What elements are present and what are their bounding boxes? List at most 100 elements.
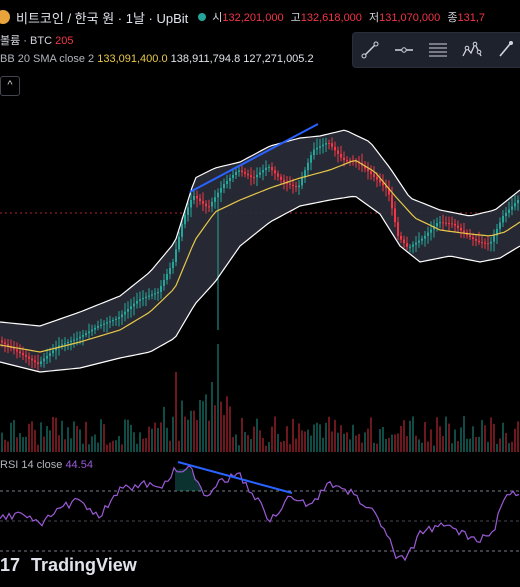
symbol-header: 비트코인 / 한국 원 · 1날 · UpBit 시132,201,000 고1…: [0, 6, 485, 28]
volume-bar: [46, 426, 48, 452]
pattern-icon: [462, 41, 482, 57]
volume-bar: [307, 429, 309, 452]
rsi-divergence-trendline[interactable]: [177, 461, 293, 494]
candle-body: [439, 222, 441, 224]
candle-body: [496, 228, 498, 236]
volume-bar: [451, 443, 453, 452]
candle-body: [46, 355, 48, 359]
price-divergence-trendline[interactable]: [189, 123, 319, 193]
volume-bar: [7, 441, 9, 452]
volume-legend[interactable]: 볼륨 · BTC 205: [0, 32, 73, 48]
candle-body: [325, 143, 327, 145]
high-value: 132,618,000: [300, 12, 362, 24]
volume-bar: [457, 441, 459, 452]
volume-bar: [34, 429, 36, 452]
volume-bar: [376, 443, 378, 452]
candle-body: [274, 170, 276, 174]
pattern-tool[interactable]: [455, 33, 489, 67]
tradingview-branding[interactable]: 17 TradingView: [0, 555, 137, 576]
brush-tool[interactable]: [489, 33, 520, 67]
candle-body: [70, 340, 72, 342]
candle-body: [346, 160, 348, 162]
candle-body: [307, 162, 309, 171]
volume-bar: [418, 439, 420, 452]
candle-body: [175, 249, 177, 262]
candle-body: [187, 207, 189, 215]
candle-body: [40, 361, 42, 364]
candle-body: [448, 223, 450, 225]
volume-bar: [493, 423, 495, 452]
candle-body: [166, 274, 168, 280]
volume-bar: [340, 425, 342, 452]
open-label: 시: [212, 12, 223, 24]
candle-body: [436, 223, 438, 227]
volume-bar: [373, 442, 375, 452]
volume-bar: [52, 416, 54, 452]
volume-bar: [427, 441, 429, 452]
volume-bar: [187, 419, 189, 452]
volume-bar: [502, 422, 504, 452]
candle-body: [508, 209, 510, 213]
volume-bar: [169, 440, 171, 452]
bollinger-legend[interactable]: BB 20 SMA close 2 133,091,400.0 138,911,…: [0, 53, 314, 65]
candle-body: [79, 336, 81, 339]
candle-body: [148, 295, 150, 297]
volume-bar: [517, 421, 519, 452]
candle-body: [268, 167, 270, 169]
candle-body: [310, 155, 312, 163]
candle-body: [76, 338, 78, 340]
volume-bar: [430, 429, 432, 452]
volume-bar: [142, 438, 144, 452]
volume-bar: [157, 428, 159, 452]
candle-body: [478, 240, 480, 243]
candle-body: [160, 286, 162, 292]
volume-bar: [475, 436, 477, 452]
volume-bar: [514, 428, 516, 452]
volume-bar: [361, 442, 363, 452]
candle-body: [115, 318, 117, 320]
candle-body: [163, 280, 165, 286]
volume-bar: [241, 417, 243, 452]
candle-body: [217, 192, 219, 198]
bollinger-basis-value: 133,091,400.0: [97, 53, 168, 65]
candle-body: [118, 317, 120, 319]
candle-body: [1, 340, 3, 343]
bollinger-basis-line: [0, 159, 520, 353]
candle-body: [475, 239, 477, 241]
candle-body: [223, 184, 225, 189]
collapse-legend-button[interactable]: ^: [0, 76, 20, 96]
candle-body: [151, 294, 153, 296]
volume-bar: [82, 443, 84, 452]
volume-bar: [43, 436, 45, 452]
candle-body: [382, 182, 384, 186]
volume-bar: [406, 436, 408, 452]
symbol-title[interactable]: 비트코인 / 한국 원 · 1날 · UpBit: [16, 10, 189, 26]
tradingview-logo-icon: 17: [0, 555, 21, 575]
volume-bar: [277, 433, 279, 452]
candle-body: [142, 298, 144, 300]
candle-body: [322, 144, 324, 147]
trend-line-tool[interactable]: [353, 33, 387, 67]
candle-body: [481, 242, 483, 244]
horizontal-ray-icon: [395, 47, 413, 53]
rsi-legend[interactable]: RSI 14 close 44.54: [0, 459, 93, 471]
volume-bar: [382, 426, 384, 452]
volume-bar: [109, 442, 111, 452]
fib-retracement-tool[interactable]: [421, 33, 455, 67]
volume-bar: [439, 426, 441, 452]
volume-bar: [31, 421, 33, 452]
volume-bar: [253, 426, 255, 452]
volume-bar: [469, 438, 471, 452]
volume-bar: [19, 433, 21, 452]
volume-bar: [424, 422, 426, 452]
volume-bar: [352, 424, 354, 452]
candle-body: [517, 200, 519, 204]
horizontal-ray-tool[interactable]: [387, 33, 421, 67]
volume-bar: [121, 444, 123, 452]
volume-bar: [388, 437, 390, 452]
volume-bar: [355, 435, 357, 452]
volume-bar: [463, 416, 465, 452]
candle-body: [112, 320, 114, 322]
volume-bar: [358, 433, 360, 452]
